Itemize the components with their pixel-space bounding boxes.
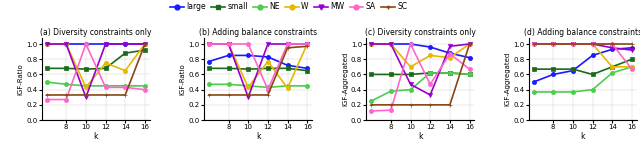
Y-axis label: IGF-Aggregated: IGF-Aggregated [504,52,510,106]
Legend: large, small, NE, W, MW, SA, SC: large, small, NE, W, MW, SA, SC [170,2,407,11]
Title: (c) Diversity constraints only: (c) Diversity constraints only [365,28,476,37]
X-axis label: k: k [418,132,422,141]
Title: (d) Adding balance constraints: (d) Adding balance constraints [524,28,640,37]
Y-axis label: IGF-Aggregated: IGF-Aggregated [342,52,348,106]
Y-axis label: IGF-Ratio: IGF-Ratio [180,63,186,95]
X-axis label: k: k [580,132,585,141]
Y-axis label: IGF-Ratio: IGF-Ratio [17,63,24,95]
X-axis label: k: k [256,132,260,141]
Title: (a) Diversity constraints only: (a) Diversity constraints only [40,28,152,37]
X-axis label: k: k [93,132,98,141]
Title: (b) Adding balance constraints: (b) Adding balance constraints [199,28,317,37]
